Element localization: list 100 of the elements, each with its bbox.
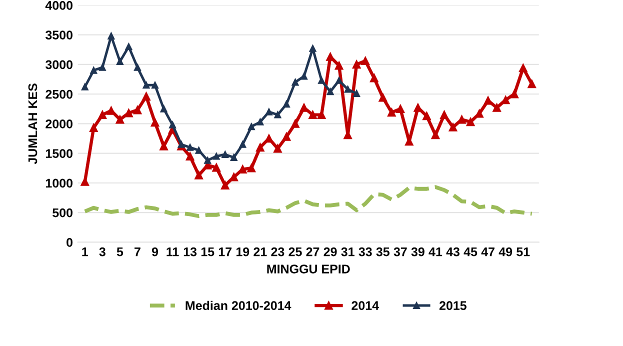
point (212, 152, 220, 160)
legend-label: Median 2010-2014 (186, 300, 292, 310)
x-tick-label: 1 (82, 248, 88, 256)
x-tick-label: 51 (516, 248, 530, 256)
point (283, 100, 290, 108)
point (80, 178, 90, 186)
point (292, 78, 299, 86)
point (344, 86, 352, 93)
point (212, 163, 221, 172)
point (326, 52, 334, 61)
point (195, 146, 202, 154)
point (291, 120, 300, 128)
point (352, 60, 361, 69)
point (308, 110, 317, 119)
y-tick-label: 500 (52, 208, 73, 218)
point (334, 61, 344, 70)
y-tick-label: 3000 (45, 60, 73, 70)
x-tick-label: 49 (498, 247, 512, 256)
point (194, 171, 203, 180)
point (336, 76, 343, 84)
point (239, 140, 246, 148)
point (440, 110, 448, 119)
x-tick-label: 23 (271, 247, 284, 256)
x-tick-label: 5 (116, 248, 124, 256)
x-tick-label: 15 (201, 248, 214, 256)
point (422, 112, 431, 120)
point (256, 143, 264, 152)
x-tick-label: 3 (99, 247, 106, 256)
point (353, 90, 360, 97)
point (90, 66, 98, 74)
point (256, 118, 264, 126)
point (466, 118, 475, 126)
point (274, 144, 282, 153)
x-tick-label: 17 (218, 248, 232, 256)
point (370, 74, 378, 82)
x-tick-label: 33 (358, 247, 372, 256)
point (448, 123, 458, 132)
y-tick-label: 2500 (46, 90, 73, 99)
point (98, 64, 106, 71)
point (510, 90, 519, 98)
point (230, 154, 238, 161)
point (186, 144, 194, 151)
point (264, 134, 274, 143)
x-tick-label: 35 (376, 247, 390, 256)
x-axis-title: MINGGU EPID (267, 264, 350, 274)
point (265, 108, 272, 116)
point (318, 76, 326, 84)
point (81, 83, 88, 90)
x-tick-label: 9 (152, 247, 158, 256)
point (475, 109, 484, 118)
y-tick-label: 1500 (46, 149, 73, 158)
x-tick-label: 7 (134, 248, 140, 256)
point (326, 88, 334, 96)
point (150, 118, 160, 127)
point (230, 172, 238, 182)
point (220, 181, 230, 190)
x-tick-label: 37 (394, 247, 407, 256)
y-tick-label: 4000 (45, 0, 73, 10)
y-tick-label: 0 (66, 238, 72, 247)
point (108, 32, 115, 40)
point (98, 110, 107, 119)
y-tick-label: 1000 (46, 178, 73, 188)
point (152, 82, 158, 89)
y-tick-label: 2000 (46, 119, 73, 128)
point (133, 106, 142, 114)
point (518, 64, 528, 72)
point (247, 164, 256, 172)
x-tick-label: 41 (428, 248, 442, 256)
x-tick-label: 13 (184, 247, 197, 256)
point (300, 72, 308, 80)
point (107, 106, 116, 115)
point (378, 93, 388, 102)
point (124, 108, 133, 118)
y-axis-title: JUMLAH KES (28, 84, 38, 164)
point (309, 44, 316, 52)
point (125, 43, 132, 50)
point (186, 152, 194, 160)
point (142, 92, 150, 101)
point (89, 124, 98, 132)
point (204, 156, 212, 164)
x-tick-label: 47 (481, 248, 494, 256)
line-series (82, 185, 534, 218)
point (282, 132, 291, 141)
legend-label: 2015 (439, 301, 466, 310)
point (396, 104, 405, 114)
x-tick-label: 11 (166, 248, 179, 256)
point (222, 151, 229, 158)
x-tick-label: 21 (254, 247, 267, 256)
x-tick-label: 39 (411, 247, 424, 256)
x-tick-label: 19 (236, 247, 250, 256)
x-tick-label: 45 (464, 248, 478, 256)
x-tick-label: 29 (324, 247, 337, 256)
point (178, 140, 185, 148)
point (116, 58, 124, 65)
point (116, 115, 124, 124)
point (528, 80, 536, 88)
point (134, 64, 141, 71)
point (169, 121, 176, 128)
point (492, 104, 501, 112)
point (431, 130, 440, 140)
